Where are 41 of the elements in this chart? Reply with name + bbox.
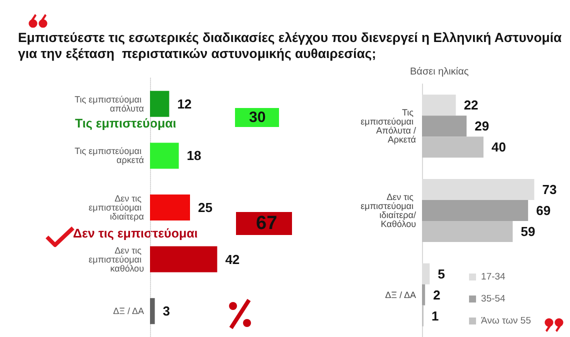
data-label: 73	[542, 182, 557, 197]
chart-title: Βάσει ηλικίας	[410, 66, 469, 78]
annotation: Δεν τις εμπιστεύομαι	[73, 226, 198, 240]
y-tick-label: Τις εμπιστεύομαι απόλυτα	[74, 94, 144, 114]
y-tick-label: Δεν τις εμπιστεύομαι καθόλου	[88, 245, 144, 274]
legend-label: 35-54	[481, 294, 506, 304]
y-tick-label: Δεν τις εμπιστεύομαι ιδιαίτερα/Καθόλου	[360, 192, 416, 229]
y-tick-label: Τις εμπιστεύομαι Απόλυτα /Αρκετά	[360, 108, 416, 145]
bar	[422, 284, 426, 306]
data-label: 29	[474, 118, 490, 134]
bar	[422, 221, 513, 242]
y-tick-label: ΔΞ / ΔΑ	[113, 306, 144, 316]
text: 67	[256, 213, 278, 234]
bar	[422, 116, 467, 137]
y-tick-label: Δεν τις εμπιστεύομαι ιδιαίτερα	[88, 194, 144, 222]
bar	[150, 142, 179, 169]
data-label: 18	[186, 148, 202, 164]
text: Εμπιστεύεστε τις εσωτερικές διαδικασίες ελέγχου που διενεργεί η Ελληνική Αστυνομία για την εξέταση περιστατικών αστυνομικής αυθαιρεσίας;	[18, 30, 563, 62]
data-label: 3	[162, 304, 170, 319]
data-label: 1	[432, 308, 439, 324]
data-label: 69	[536, 203, 551, 218]
bar	[422, 136, 484, 158]
data-label: 42	[225, 252, 240, 267]
data-label: 2	[433, 287, 440, 302]
annotation: Τις εμπιστεύομαι	[75, 116, 177, 130]
legend-label: Άνω των 55	[481, 316, 531, 326]
bar	[422, 200, 528, 221]
bar	[150, 246, 218, 272]
y-tick-label: ΔΞ / ΔΑ	[385, 290, 416, 300]
data-label: 59	[520, 224, 536, 239]
data-label: 22	[464, 98, 478, 113]
data-label: 25	[198, 200, 212, 215]
bar	[150, 194, 190, 220]
data-label: 12	[177, 96, 192, 112]
bar	[150, 90, 170, 117]
bar	[150, 298, 155, 324]
data-label: 40	[492, 140, 506, 155]
y-tick-label: Τις εμπιστεύομαι αρκετά	[74, 146, 144, 166]
data-label: 5	[438, 266, 445, 282]
text: 30	[249, 109, 266, 126]
legend-label: 17-34	[481, 272, 506, 282]
